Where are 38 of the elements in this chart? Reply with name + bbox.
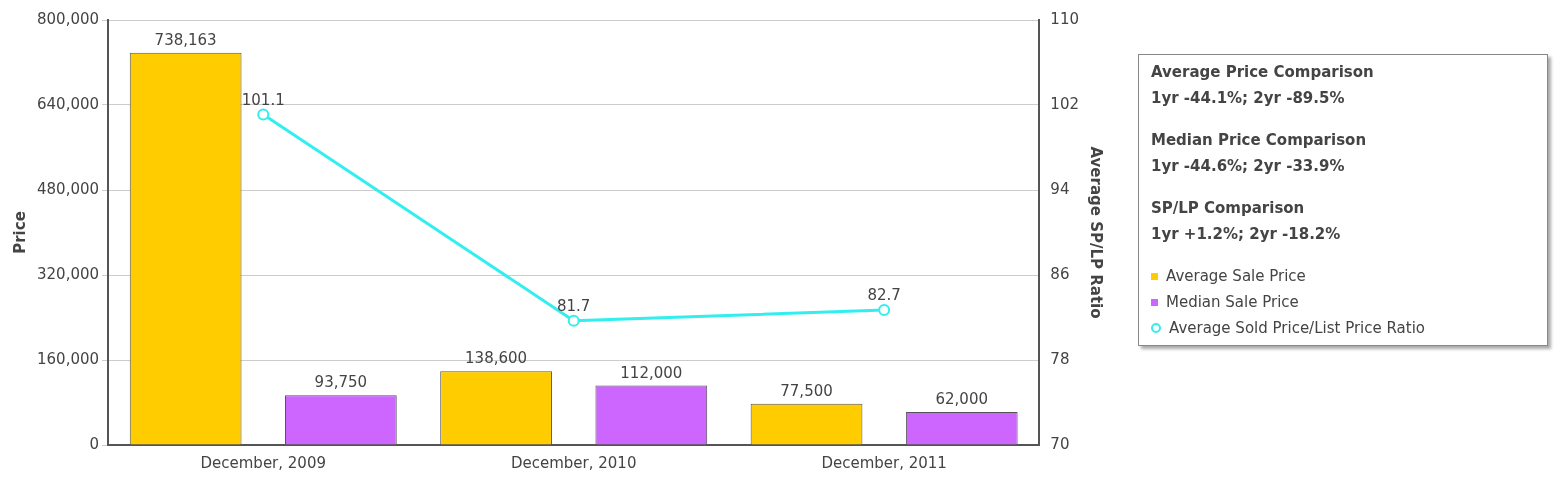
text: Median Price Comparison — [1151, 131, 1368, 149]
y-tick-label: 640,000 — [37, 94, 100, 113]
data-label: 82.7 — [867, 286, 901, 305]
x-tick-label: December, 2011 — [821, 453, 947, 472]
data-label: 738,163 — [154, 30, 217, 49]
data-label: 81.7 — [557, 296, 591, 315]
y2-tick-label: 78 — [1050, 349, 1070, 368]
y2-tick-label: 110 — [1050, 9, 1080, 28]
x-tick-label: December, 2009 — [200, 453, 326, 472]
data-label: 93,750 — [314, 373, 368, 392]
legend-label: Average Sold Price/List Price Ratio — [1169, 319, 1426, 337]
data-label: 138,600 — [465, 349, 528, 368]
text: 1yr -44.6%; 2yr -33.9% — [1151, 157, 1346, 175]
y2-tick-label: 86 — [1050, 264, 1070, 283]
data-label: 112,000 — [620, 363, 683, 382]
y-tick-label: 800,000 — [37, 9, 100, 28]
x-tick-label: December, 2010 — [510, 453, 637, 472]
y-axis-title: Price — [10, 211, 29, 254]
data-label: 62,000 — [935, 390, 989, 409]
point — [878, 304, 891, 317]
point — [257, 108, 270, 121]
y-tick-label: 160,000 — [37, 349, 100, 368]
legend-label: Median Sale Price — [1166, 293, 1299, 311]
y2-tick-label: 102 — [1050, 94, 1080, 113]
data-label: 101.1 — [241, 90, 285, 109]
y-tick-label: 320,000 — [37, 264, 100, 283]
y2-tick-label: 70 — [1050, 434, 1070, 453]
text: 1yr -44.1%; 2yr -89.5% — [1151, 89, 1346, 107]
text: Average Price Comparison — [1151, 63, 1375, 81]
y2-tick-label: 94 — [1050, 179, 1070, 198]
legend-label: Average Sale Price — [1166, 267, 1306, 285]
y-tick-label: 0 — [89, 434, 100, 453]
text: 1yr +1.2%; 2yr -18.2% — [1151, 225, 1342, 243]
y2-axis-title: Average SP/LP Ratio — [1087, 146, 1106, 319]
point — [567, 314, 580, 327]
data-label: 77,500 — [780, 381, 833, 400]
y-tick-label: 480,000 — [37, 179, 100, 198]
text: SP/LP Comparison — [1151, 199, 1306, 217]
